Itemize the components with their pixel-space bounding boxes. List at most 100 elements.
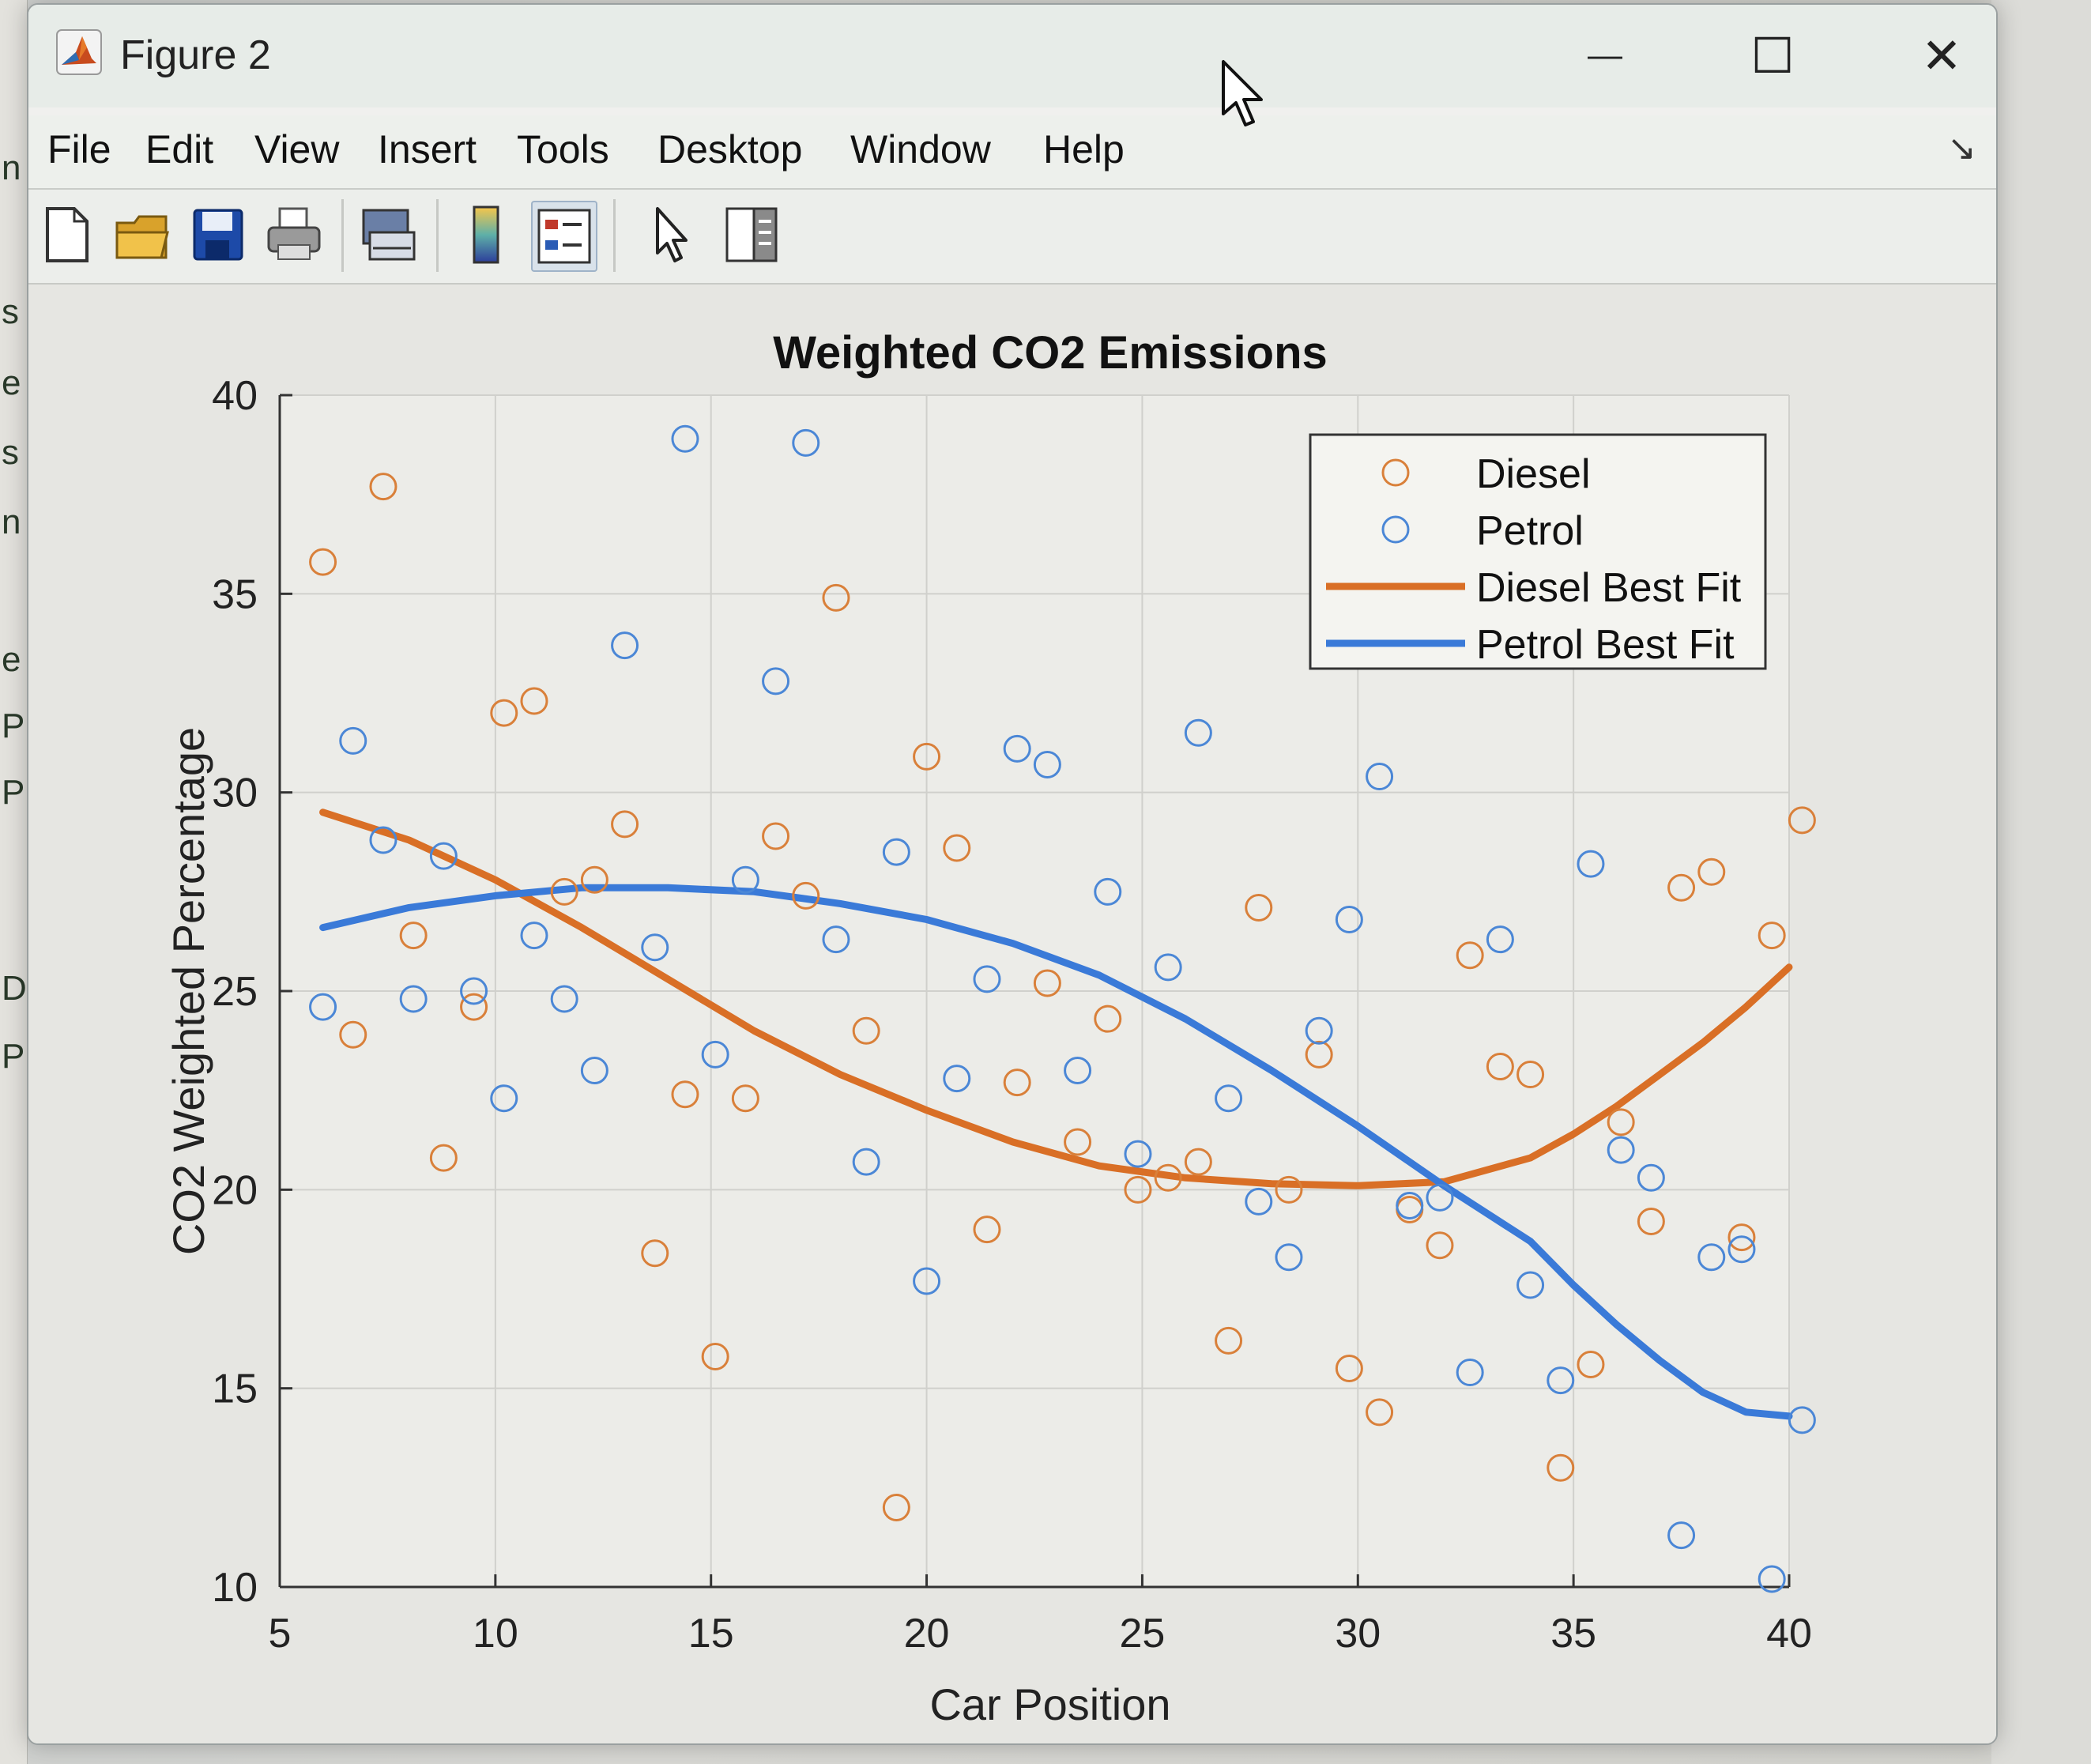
diesel-point [913, 742, 941, 771]
diesel-point [369, 473, 397, 501]
petrol-point [339, 726, 367, 755]
menu-help[interactable]: Help [1043, 127, 1125, 172]
legend-icon[interactable] [531, 201, 597, 272]
print-icon[interactable] [262, 201, 326, 269]
toolbar-separator [341, 199, 344, 272]
diesel-point [1184, 1148, 1212, 1176]
petrol-point [1396, 1191, 1424, 1219]
diesel-point [580, 865, 608, 894]
petrol-point [1124, 1140, 1152, 1168]
diesel-point [1245, 893, 1273, 922]
diesel-point [520, 687, 548, 715]
background-text-fragment: P [2, 707, 25, 745]
petrol-point [1003, 734, 1031, 763]
legend: Diesel Petrol Diesel Best Fit Petrol Best F… [1309, 433, 1767, 670]
diesel-point [1426, 1231, 1454, 1260]
legend-entry-label: Diesel Best Fit [1476, 565, 1742, 611]
new-figure-icon[interactable] [36, 201, 100, 269]
diesel-point [1124, 1175, 1152, 1204]
save-icon[interactable] [186, 201, 250, 269]
diesel-point [1456, 941, 1484, 970]
diesel-point [1607, 1108, 1635, 1136]
menu-tools[interactable]: Tools [517, 127, 609, 172]
petrol-point [399, 985, 428, 1013]
diesel-point [309, 548, 337, 576]
legend-box [1309, 433, 1767, 670]
figure-canvas[interactable]: 5 10 15 20 25 30 35 40 10 15 20 25 30 35 40 Weighted CO… [28, 285, 1996, 1743]
background-text-fragment: D [2, 969, 27, 1008]
petrol-point [1275, 1243, 1303, 1272]
petrol-point [1305, 1016, 1333, 1045]
open-file-icon[interactable] [111, 201, 174, 269]
petrol-point [1667, 1521, 1696, 1550]
petrol-best-fit-line [319, 884, 1793, 1420]
diesel-point [339, 1020, 367, 1049]
diesel-point [1577, 1351, 1605, 1379]
menu-bar: File Edit View Insert Tools Desktop Wind… [28, 115, 1996, 190]
diesel-point [731, 1084, 759, 1113]
toolbar-separator [613, 199, 616, 272]
diesel-point [1154, 1163, 1182, 1192]
diesel-point [611, 810, 639, 839]
petrol-point [1094, 877, 1122, 906]
petrol-point [1697, 1243, 1726, 1272]
diesel-point [701, 1342, 729, 1370]
menu-edit[interactable]: Edit [145, 127, 214, 172]
link-plot-icon[interactable] [356, 201, 419, 269]
petrol-point [641, 933, 669, 962]
title-bar[interactable]: Figure 2 — ☐ ✕ [28, 5, 1996, 107]
y-tick-label: 40 [212, 373, 258, 419]
dock-figure-icon[interactable]: ↘ [1947, 129, 1976, 168]
petrol-point [1064, 1057, 1092, 1085]
petrol-point [490, 1084, 518, 1113]
close-button[interactable]: ✕ [1906, 24, 1977, 87]
menu-desktop[interactable]: Desktop [657, 127, 803, 172]
diesel-point [1486, 1053, 1514, 1081]
petrol-point [762, 667, 790, 695]
x-tick-label: 40 [1766, 1611, 1812, 1657]
maximize-button[interactable]: ☐ [1737, 24, 1808, 87]
menu-view[interactable]: View [254, 127, 340, 172]
petrol-point [550, 985, 578, 1013]
petrol-point [822, 925, 850, 954]
petrol-point [943, 1065, 971, 1093]
petrol-point [1245, 1187, 1273, 1216]
petrol-point [1727, 1235, 1756, 1264]
petrol-point [792, 428, 820, 457]
diesel-point [1366, 1398, 1394, 1427]
chart-title: Weighted CO2 Emissions [773, 327, 1328, 379]
diesel-point [429, 1144, 458, 1172]
property-inspector-icon[interactable] [719, 201, 782, 269]
menu-window[interactable]: Window [850, 127, 991, 172]
minimize-button[interactable]: — [1569, 24, 1641, 87]
diesel-point [1305, 1040, 1333, 1069]
background-text-fragment: e [2, 364, 21, 402]
x-tick-label: 5 [269, 1611, 292, 1657]
diesel-point [399, 922, 428, 950]
petrol-point [369, 826, 397, 854]
petrol-point [671, 424, 699, 453]
diesel-point [1275, 1175, 1303, 1204]
petrol-point [1577, 850, 1605, 878]
petrol-point [1516, 1271, 1545, 1299]
petrol-point [460, 977, 488, 1005]
diesel-point [852, 1016, 880, 1045]
background-text-fragment: n [2, 503, 21, 541]
diesel-point [1215, 1326, 1243, 1355]
colorbar-icon[interactable] [455, 201, 518, 269]
petrol-point [1033, 750, 1061, 778]
y-tick-label: 10 [212, 1565, 258, 1611]
menu-insert[interactable]: Insert [378, 127, 477, 172]
diesel-point [1516, 1061, 1545, 1089]
petrol-point [1486, 925, 1514, 954]
petrol-point [852, 1148, 880, 1176]
petrol-point [429, 842, 458, 870]
x-tick-label: 35 [1550, 1611, 1596, 1657]
diesel-point [1335, 1355, 1363, 1383]
diesel-point [882, 1493, 910, 1521]
background-text-fragment: P [2, 1037, 25, 1076]
toolbar-separator [436, 199, 439, 272]
pointer-icon[interactable] [639, 201, 702, 269]
menu-file[interactable]: File [47, 127, 111, 172]
